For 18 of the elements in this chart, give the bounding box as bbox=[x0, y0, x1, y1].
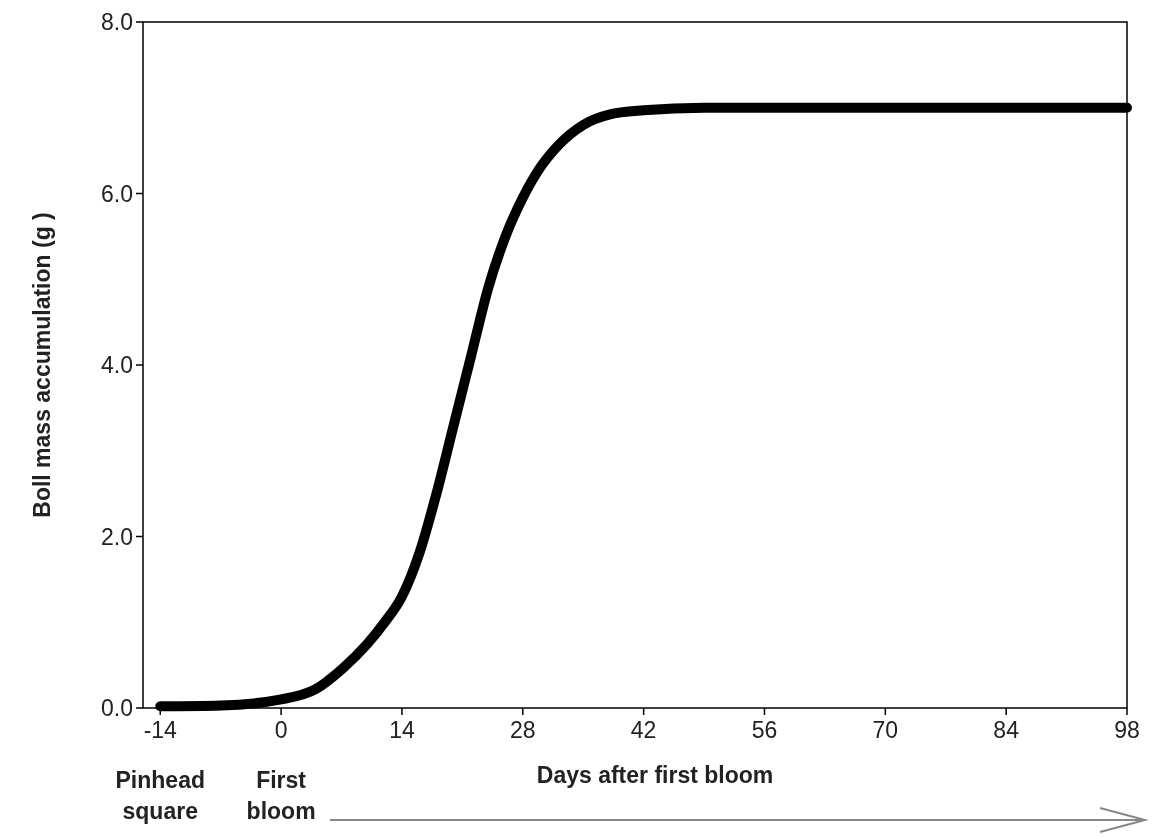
y-tick-label: 0.0 bbox=[101, 695, 133, 721]
y-tick-label: 8.0 bbox=[101, 9, 133, 35]
y-axis-title: Boll mass accumulation (g ) bbox=[29, 212, 55, 518]
x-tick-label: 84 bbox=[993, 717, 1020, 743]
x-tick-label: 98 bbox=[1114, 717, 1140, 743]
y-tick-label: 6.0 bbox=[101, 180, 133, 207]
x-tick-label: 0 bbox=[274, 717, 288, 743]
text: First bloom bbox=[246, 767, 316, 824]
x-tick-label: 56 bbox=[751, 717, 778, 743]
x-tick-label: 14 bbox=[389, 717, 415, 743]
x-tick-label: 42 bbox=[630, 717, 657, 743]
x-tick-label: 28 bbox=[509, 717, 536, 743]
x-axis-title: Days after first bloom bbox=[536, 762, 774, 788]
x-tick-label: 70 bbox=[872, 717, 899, 743]
y-tick-label: 2.0 bbox=[101, 523, 133, 550]
text: Pinhead square bbox=[115, 767, 205, 824]
y-tick-label: 4.0 bbox=[101, 352, 133, 378]
x-tick-label: -14 bbox=[143, 717, 178, 743]
